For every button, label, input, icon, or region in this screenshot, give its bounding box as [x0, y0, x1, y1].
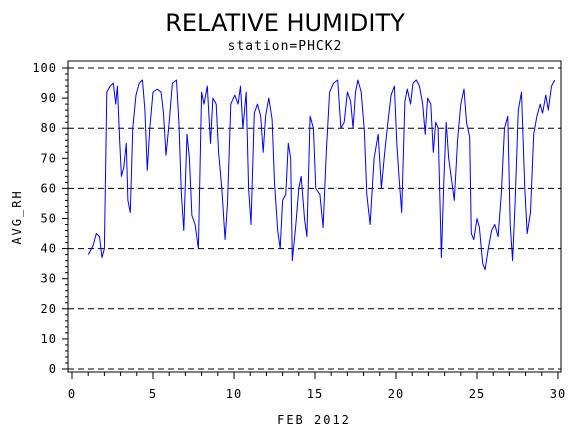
y-tick-label: 70 [41, 151, 57, 165]
plot-frame [67, 60, 562, 373]
y-tick-label: 80 [41, 121, 57, 135]
x-tick-label: 5 [149, 387, 157, 401]
y-tick-label: 100 [32, 61, 57, 75]
x-tick-label: 25 [469, 387, 485, 401]
x-tick-label: 0 [68, 387, 76, 401]
y-tick-label: 30 [41, 272, 57, 286]
y-tick-label: 90 [41, 91, 57, 105]
x-tick-label: 30 [550, 387, 566, 401]
x-tick-label: 15 [307, 387, 323, 401]
y-tick-label: 10 [41, 332, 57, 346]
x-tick-label: 10 [226, 387, 242, 401]
chart-subtitle: station=PHCK2 [228, 39, 343, 54]
series-layer [87, 79, 556, 271]
y-tick-label: 50 [41, 212, 57, 226]
x-tick-label: 20 [388, 387, 404, 401]
reference-lines [68, 67, 561, 370]
series-line [87, 79, 556, 271]
y-axis-label: AVG_RH [10, 189, 24, 244]
y-tick-label: 20 [41, 302, 57, 316]
y-tick-label: 40 [41, 242, 57, 256]
chart-title: RELATIVE HUMIDITY [165, 9, 405, 37]
x-axis-ticks: 0 5 10 15 20 25 30 [68, 372, 566, 401]
y-tick-label: 60 [41, 181, 57, 195]
y-tick-label: 0 [49, 362, 57, 376]
y-axis-ticks: 0 10 20 30 40 50 60 70 80 90 100 [32, 61, 68, 376]
x-axis-label: FEB 2012 [277, 413, 351, 427]
